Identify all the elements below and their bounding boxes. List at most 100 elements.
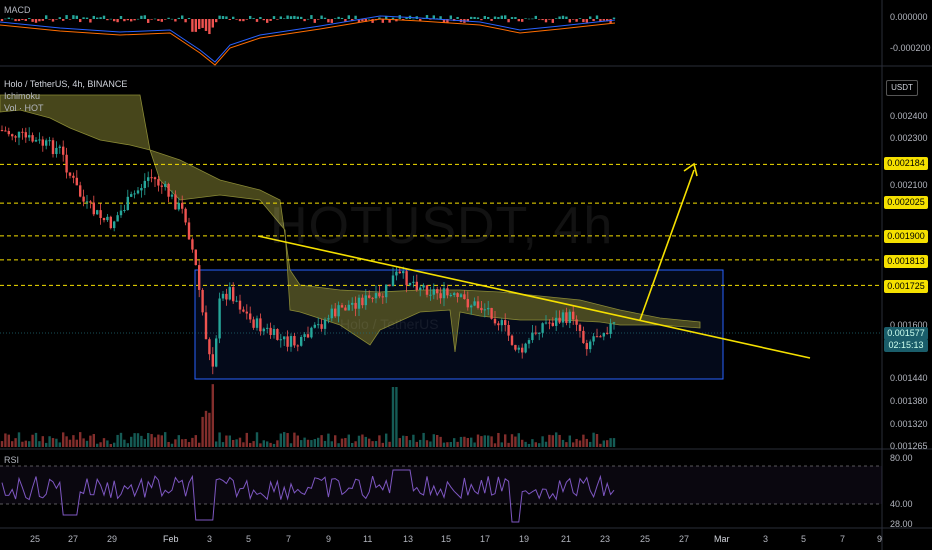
volume-bar: [31, 434, 34, 447]
candle-body: [446, 288, 449, 296]
candle-body: [109, 216, 112, 229]
volume-bar: [269, 442, 272, 447]
macd-histogram-bar: [232, 16, 235, 19]
projection-arrow[interactable]: [639, 169, 695, 321]
level-tag: 0.001725: [884, 280, 928, 293]
candle-body: [432, 289, 435, 295]
volume-label[interactable]: Vol · HOT: [4, 103, 44, 113]
ichimoku-label[interactable]: Ichimoku: [4, 91, 41, 101]
volume-bar: [283, 432, 286, 447]
candle-body: [255, 318, 259, 328]
macd-histogram-bar: [153, 18, 157, 20]
candle-body: [106, 216, 109, 221]
volume-bar: [405, 436, 408, 447]
macd-histogram-bar: [177, 17, 180, 19]
trendline[interactable]: [257, 235, 811, 359]
candle-body: [497, 323, 500, 326]
candle-body: [405, 271, 408, 286]
volume-bar: [357, 435, 361, 447]
countdown-tag: 02:15:13: [884, 339, 928, 352]
macd-title[interactable]: MACD: [4, 5, 31, 15]
macd-histogram-bar: [446, 19, 449, 23]
macd-histogram-bar: [361, 19, 364, 22]
macd-tick-1: -0.000200: [890, 43, 931, 53]
x-label: 15: [441, 534, 452, 544]
candle-body: [55, 147, 58, 155]
volume-bar: [181, 439, 184, 447]
volume-bar: [327, 433, 330, 447]
candle-body: [514, 344, 517, 350]
volume-bar: [412, 434, 415, 447]
currency-button[interactable]: USDT: [886, 80, 918, 96]
macd-histogram-bar: [157, 19, 160, 22]
volume-bar: [466, 437, 469, 447]
level-tag: 0.001900: [884, 230, 928, 243]
volume-bar: [75, 439, 78, 447]
macd-histogram-bar: [96, 17, 99, 19]
macd-histogram-bar: [487, 17, 490, 19]
macd-histogram-bar: [116, 19, 119, 23]
candle-body: [48, 140, 51, 142]
candle-body: [89, 201, 92, 203]
volume-bar: [606, 440, 609, 447]
candle-body: [41, 139, 44, 146]
rsi-title[interactable]: RSI: [4, 455, 20, 465]
candle-body: [456, 293, 459, 297]
volume-bar: [140, 435, 143, 447]
price-tick: 0.001440: [890, 373, 928, 383]
macd-histogram-bar: [612, 17, 616, 19]
x-label: Mar: [714, 534, 730, 544]
macd-histogram-bar: [344, 19, 347, 22]
horizontal-levels: [0, 163, 882, 286]
macd-histogram-bar: [470, 16, 473, 19]
volume-bar: [279, 433, 282, 447]
macd-histogram-bar: [500, 15, 503, 19]
candle-body: [119, 210, 123, 216]
candle-body: [92, 202, 95, 215]
macd-histogram-bar: [555, 18, 558, 19]
price-tick: 0.001320: [890, 419, 928, 429]
macd-histogram-bar: [14, 19, 17, 22]
candle-body: [459, 294, 463, 297]
candle-body: [150, 177, 153, 179]
candle-body: [38, 139, 41, 141]
x-label: 17: [480, 534, 491, 544]
candle-body: [504, 320, 507, 326]
x-label: 13: [403, 534, 414, 544]
volume-bar: [541, 436, 544, 447]
macd-histogram-bar: [75, 15, 78, 19]
candle-body: [436, 289, 439, 294]
volume-bar: [235, 439, 238, 447]
macd-histogram-bar: [0, 19, 4, 22]
volume-bar: [41, 436, 44, 447]
candle-body: [466, 299, 469, 308]
candle-body: [412, 281, 415, 283]
x-label: 25: [30, 534, 41, 544]
x-label: 25: [640, 534, 651, 544]
candle-body: [354, 302, 357, 309]
candle-body: [215, 338, 218, 367]
symbol-line[interactable]: Holo / TetherUS, 4h, BINANCE: [4, 79, 128, 89]
macd-histogram-bar: [170, 18, 174, 20]
macd-histogram-bar: [558, 16, 561, 19]
macd-histogram-bar: [432, 15, 435, 19]
candle-body: [548, 322, 551, 324]
candle-body: [538, 332, 541, 334]
macd-histogram-bar: [198, 19, 201, 30]
macd-histogram-bar: [215, 19, 218, 23]
volume-bar: [340, 438, 344, 447]
volume-bar: [164, 432, 167, 447]
macd-histogram-bar: [490, 19, 493, 21]
volume-bar: [572, 442, 575, 447]
volume-bar: [344, 438, 347, 447]
volume-bar: [48, 436, 51, 447]
candle-body: [235, 300, 238, 302]
volume-bar: [245, 432, 248, 447]
volume-bar: [480, 436, 483, 447]
volume-bar: [432, 434, 435, 447]
candle-body: [208, 339, 211, 355]
volume-bar: [446, 442, 449, 447]
macd-histogram-bar: [238, 19, 242, 22]
macd-histogram-bar: [568, 19, 571, 23]
